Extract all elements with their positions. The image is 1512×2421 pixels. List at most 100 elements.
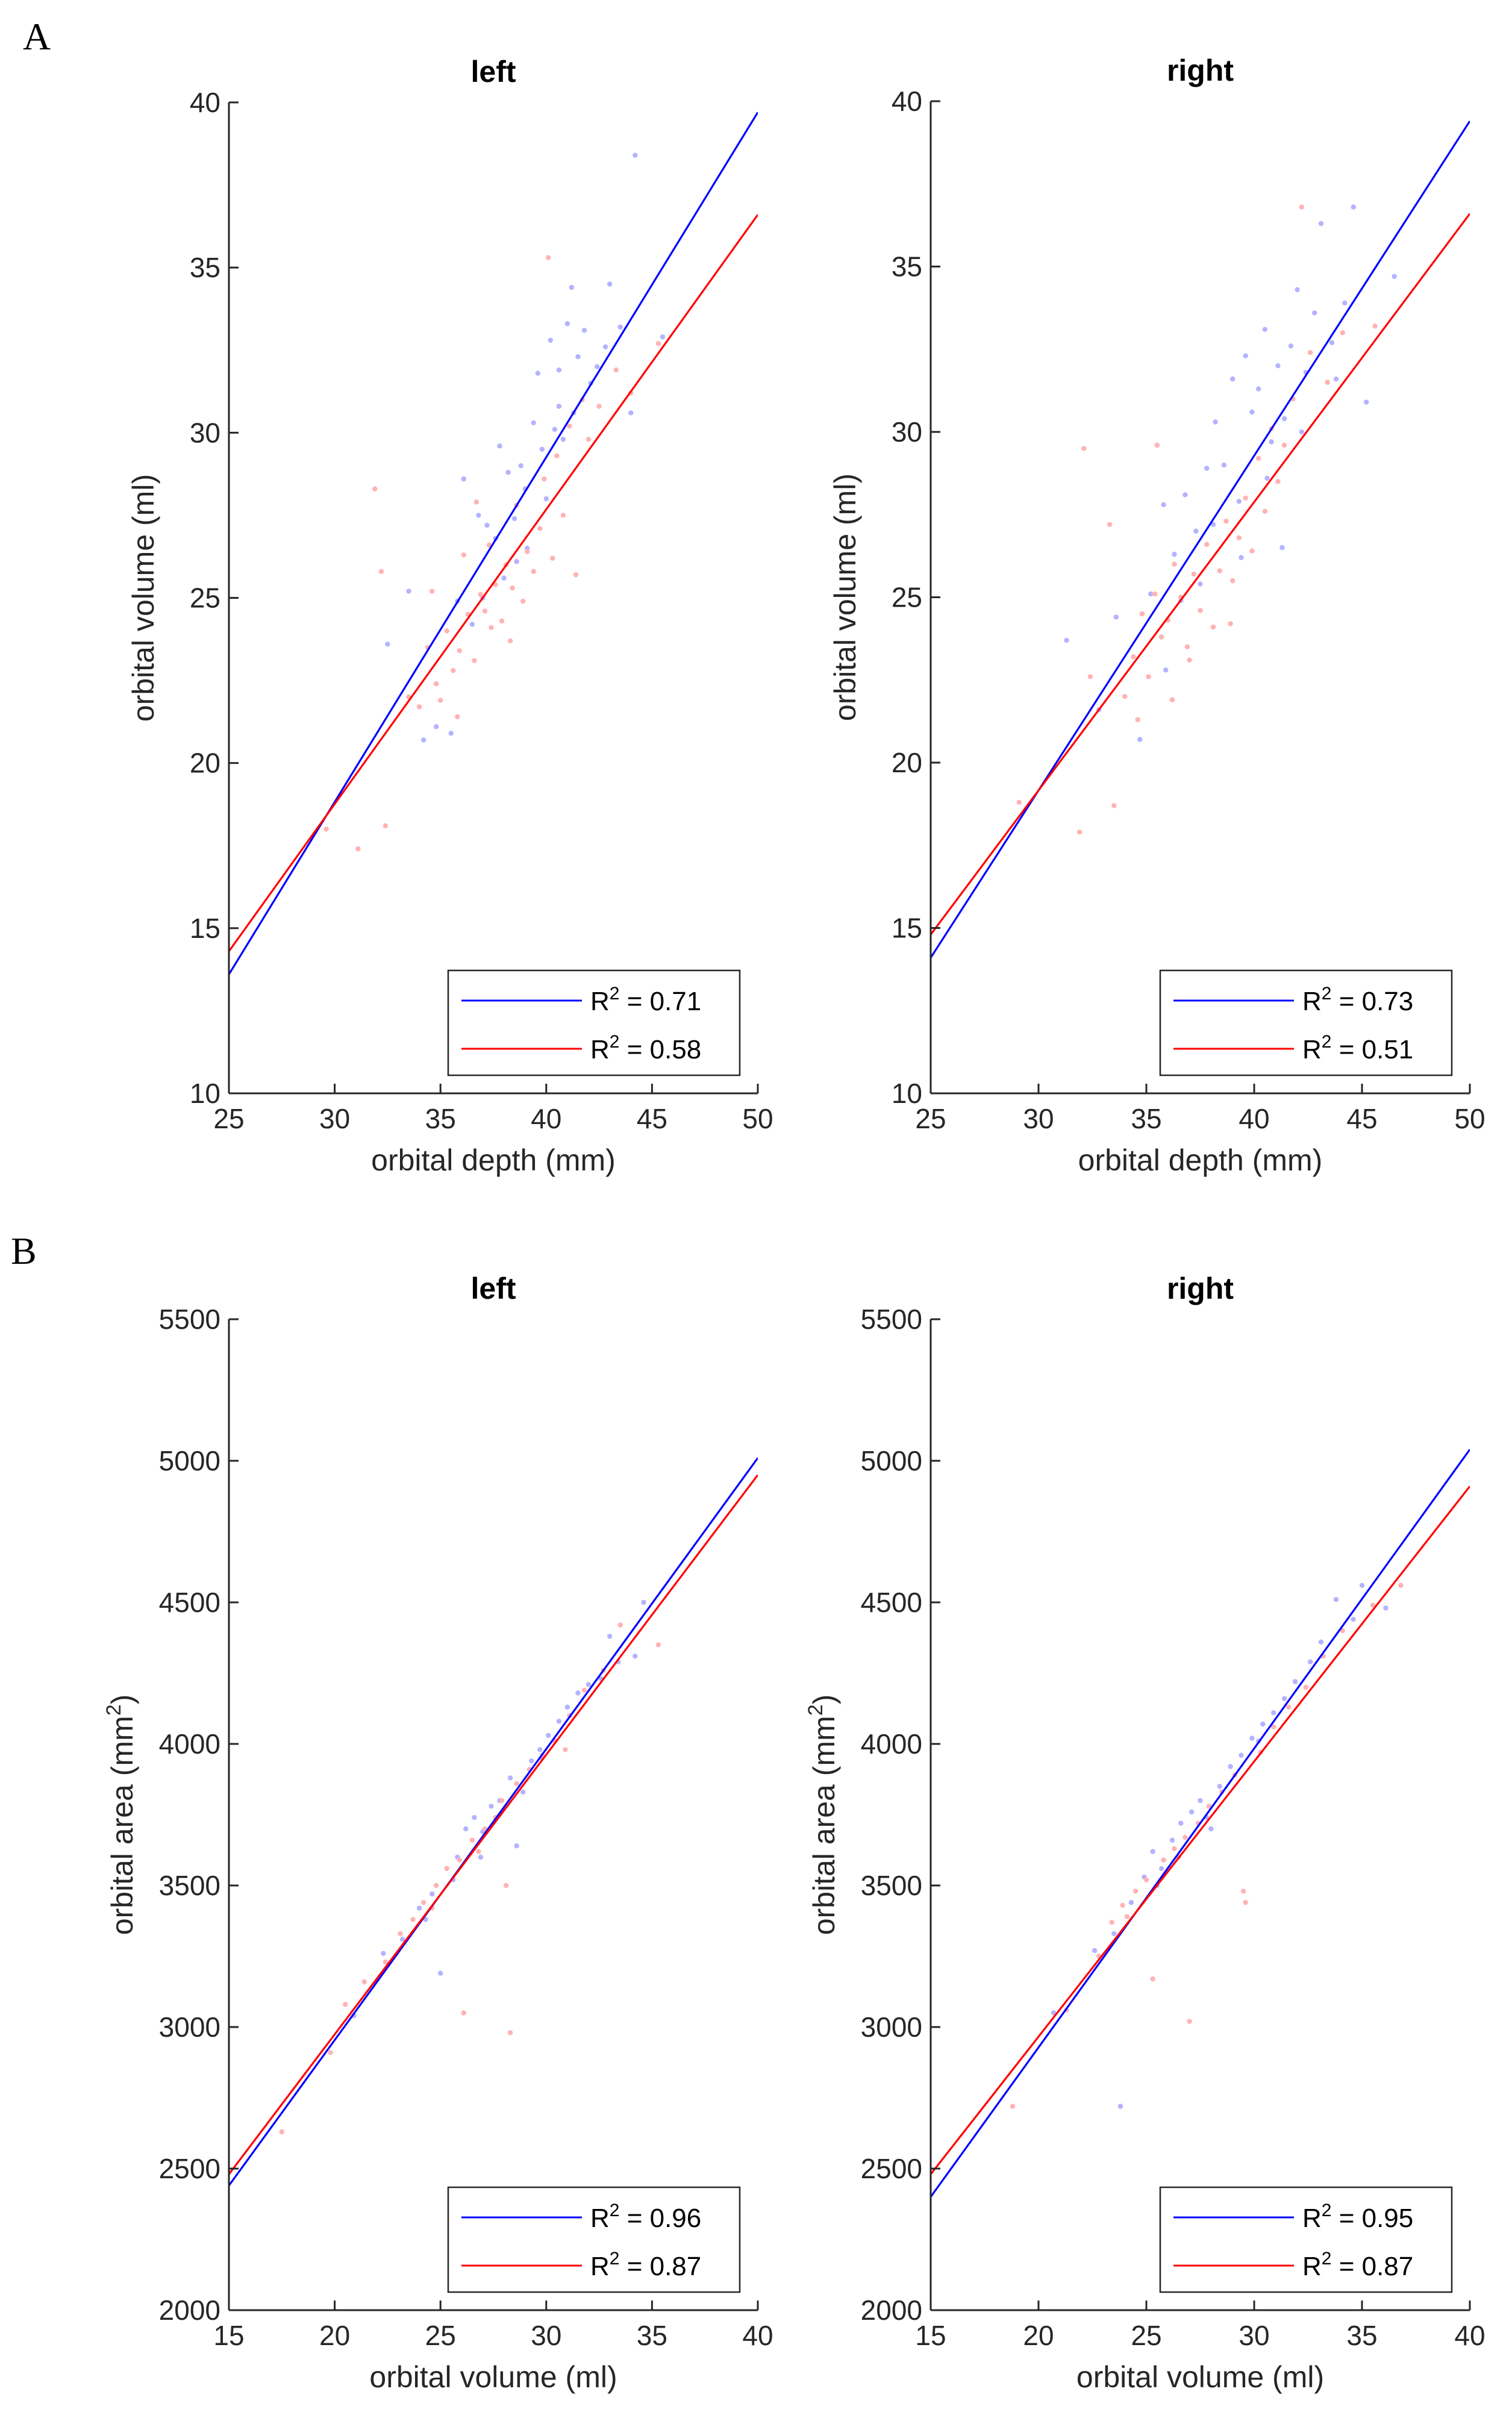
chart-2-red-point-35 (1340, 330, 1345, 336)
chart-1-x-tick-label-3: 40 (531, 1103, 561, 1134)
chart-2-y-label-text: orbital volume (ml) (828, 473, 862, 721)
panel-label-a: A (23, 15, 51, 58)
chart-1-red-point-17 (482, 608, 488, 614)
chart-1-legend-label-red: R2 = 0.58 (590, 1032, 701, 1064)
chart-2-x-tick-label-2: 35 (1131, 1103, 1161, 1134)
chart-2-red-point-1 (1076, 829, 1082, 835)
chart-3-y-tick-label-0: 2000 (159, 2294, 220, 2326)
chart-2-red-point-37 (1154, 442, 1160, 448)
chart-1-red-point-41 (430, 589, 435, 594)
chart-2-blue-point-12 (1230, 376, 1236, 382)
chart-3-red-point-8 (434, 1882, 439, 1888)
chart-2-title: right (1167, 54, 1234, 87)
chart-4-blue-point-17 (1260, 1721, 1266, 1727)
chart-2-red-point-24 (1243, 495, 1248, 501)
chart-2-x-tick-label-4: 45 (1346, 1103, 1377, 1134)
chart-1-blue-point-2 (434, 724, 439, 729)
chart-4-red-point-9 (1172, 1846, 1177, 1852)
chart-2-red-point-6 (1122, 694, 1128, 699)
chart-1-red-point-34 (573, 572, 579, 578)
chart-4-red-point-23 (1340, 1628, 1345, 1634)
chart-2-red-point-23 (1236, 535, 1242, 540)
chart-4-y-tick-label-5: 4500 (861, 1587, 922, 1618)
chart-1-red-point-20 (499, 618, 505, 624)
chart-4-blue-point-13 (1217, 1784, 1222, 1789)
chart-2-red-point-29 (1275, 479, 1281, 484)
chart-1-y-tick-label-0: 10 (190, 1078, 220, 1109)
chart-2-y-tick-label-5: 35 (892, 251, 922, 283)
chart-2-red-point-32 (1299, 204, 1304, 210)
chart-2-blue-point-2 (1113, 614, 1119, 620)
chart-1-legend-value-red: = 0.58 (619, 1035, 701, 1064)
chart-3-y-tick-label-4: 4000 (159, 1728, 220, 1760)
chart-2-blue-point-36 (1333, 376, 1339, 382)
chart-1-red-point-33 (567, 423, 572, 429)
chart-3-blue-point-26 (633, 1654, 638, 1659)
chart-3-y-tick-label-6: 5000 (159, 1445, 220, 1476)
chart-1-red-point-44 (455, 714, 460, 720)
chart-3-x-label: orbital volume (ml) (369, 2360, 617, 2394)
chart-1-red-point-37 (596, 404, 602, 409)
chart-1: 25 30 35 40 45 50 10 15 20 25 30 35 40 left orbital de… (127, 55, 773, 1177)
chart-4-y-tick-label-7: 5500 (861, 1304, 922, 1335)
chart-1-blue-point-15 (535, 370, 540, 376)
chart-1-blue-point-40 (602, 344, 608, 349)
chart-2-blue-point-7 (1182, 492, 1188, 498)
chart-3-y-tick-label-5: 4500 (159, 1587, 220, 1618)
chart-4-blue-point-11 (1198, 1798, 1203, 1804)
chart-2-x-label: orbital depth (mm) (1078, 1143, 1323, 1177)
chart-3-red-point-11 (461, 2010, 466, 2016)
chart-4-red-point-6 (1143, 1877, 1149, 1882)
chart-1-red-point-4 (383, 823, 389, 829)
chart-2-blue-point-6 (1172, 551, 1177, 557)
chart-1-blue-point-27 (594, 364, 600, 369)
chart-4-blue-point-2 (1111, 1931, 1117, 1937)
chart-4-red-point-3 (1109, 1919, 1114, 1925)
chart-4-legend-label-red: R2 = 0.87 (1302, 2249, 1413, 2281)
chart-2-blue-point-10 (1213, 419, 1218, 425)
chart-2-blue-point-33 (1198, 581, 1203, 587)
chart-4-blue-point-24 (1351, 1617, 1356, 1622)
chart-1-y-tick-label-3: 25 (190, 583, 220, 614)
chart-2-blue-point-5 (1161, 502, 1166, 507)
chart-1-blue-point-35 (497, 443, 502, 449)
chart-4-y-tick-label-0: 2000 (861, 2294, 922, 2326)
chart-4-y-tick-label-4: 4000 (861, 1728, 922, 1760)
chart-2-blue-point-14 (1243, 353, 1248, 358)
chart-1-red-point-27 (537, 526, 543, 531)
chart-3-blue-point-19 (556, 1719, 562, 1724)
chart-3-blue-fit-line (229, 1457, 758, 2187)
chart-2-red-point-13 (1172, 561, 1177, 567)
chart-2-red-point-30 (1281, 442, 1287, 448)
chart-1-red-point-3 (378, 569, 384, 574)
chart-2-blue-point-0 (1064, 637, 1069, 643)
chart-1-red-point-13 (461, 552, 466, 558)
chart-3-blue-point-22 (586, 1682, 592, 1687)
chart-2-red-point-41 (1135, 717, 1140, 722)
chart-3-y-tick-label-7: 5500 (159, 1304, 220, 1335)
chart-3-red-point-12 (469, 1837, 475, 1843)
panel-label-b: B (11, 1229, 37, 1272)
chart-2-y-tick-label-3: 25 (892, 582, 922, 613)
chart-1-blue-point-4 (461, 476, 466, 482)
chart-4-blue-point-19 (1281, 1696, 1287, 1701)
chart-3-y-tick-label-2: 3000 (159, 2011, 220, 2043)
chart-2-blue-point-28 (1351, 204, 1356, 210)
chart-3-red-point-7 (420, 1900, 426, 1905)
chart-2-blue-point-11 (1221, 462, 1227, 468)
chart-1-red-fit-line (229, 214, 758, 952)
chart-4-legend-r-red: R (1302, 2252, 1322, 2281)
chart-1-blue-point-14 (531, 420, 536, 426)
chart-1-blue-point-30 (628, 410, 634, 416)
chart-4-red-fit-line (931, 1485, 1470, 2175)
chart-4-red-point-8 (1161, 1857, 1166, 1863)
chart-1-x-tick-label-1: 30 (319, 1103, 350, 1134)
chart-4-blue-point-6 (1150, 1849, 1155, 1854)
chart-2-blue-point-17 (1262, 326, 1268, 332)
chart-1-red-point-31 (554, 453, 560, 458)
chart-2-blue-point-20 (1281, 416, 1287, 422)
chart-4-blue-point-7 (1158, 1866, 1164, 1871)
chart-2-red-point-0 (1016, 799, 1022, 805)
chart-3-y-label-sup: 2 (102, 1704, 125, 1716)
chart-1-x-tick-label-2: 35 (425, 1103, 456, 1134)
